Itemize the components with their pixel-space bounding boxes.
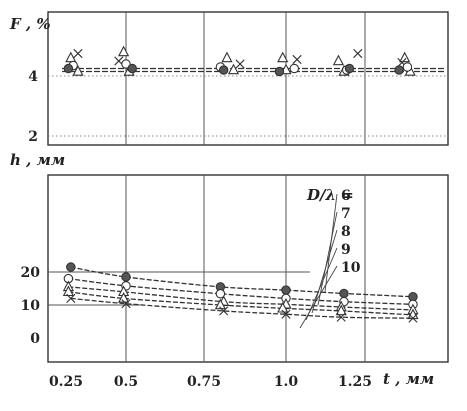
series-9-point (214, 298, 227, 310)
series-10-point (219, 306, 229, 316)
top-plot: 24 (28, 11, 449, 146)
top-point-cross (235, 59, 245, 69)
series-6-point (281, 285, 291, 295)
legend-label-10: 10 (341, 260, 361, 276)
bottom-x-tick-label: 1.0 (274, 374, 299, 390)
top-point-open-circle (121, 59, 131, 69)
top-point-filled-circle (127, 63, 137, 74)
top-point-triangle (72, 65, 84, 76)
series-10-point (121, 299, 131, 309)
series-10-point (336, 312, 346, 322)
top-y-tick-label: 2 (28, 129, 38, 145)
top-point-filled-circle (344, 63, 355, 74)
series-6-point (66, 262, 76, 272)
series-8-curve (68, 286, 413, 311)
top-point-filled-circle (218, 65, 229, 75)
top-point-cross (73, 48, 83, 59)
bottom-x-tick-label: 0.25 (49, 374, 83, 390)
bottom-y-tick-label: 10 (21, 298, 41, 314)
bottom-y-tick-label: 0 (30, 331, 40, 347)
legend-label-7: 7 (341, 206, 351, 222)
top-point-filled-circle (274, 66, 285, 77)
series-9-point (117, 292, 130, 303)
legend-label-9: 9 (341, 242, 351, 258)
top-point-triangle (221, 51, 233, 63)
top-y-axis-label: F , % (9, 15, 51, 33)
series-9-leader (305, 247, 338, 321)
top-point-triangle (332, 54, 345, 66)
top-point-triangle (117, 45, 130, 57)
series-10-point (408, 313, 418, 323)
series-7-point (215, 289, 226, 299)
bottom-x-axis-label: t , мм (383, 370, 434, 388)
series-9-point (335, 304, 347, 316)
series-8-leader (311, 229, 338, 314)
bottom-plot-frame (47, 174, 449, 363)
bottom-x-tick-label: 0.75 (187, 374, 221, 390)
top-point-filled-circle (63, 63, 74, 74)
top-plot-frame (47, 11, 449, 146)
series-10-point (281, 309, 291, 319)
top-point-cross (292, 54, 302, 65)
bottom-y-axis-label: h , мм (10, 151, 65, 169)
bottom-x-tick-label: 1.25 (338, 374, 372, 390)
top-point-triangle (399, 51, 411, 63)
series-6-point (339, 288, 349, 299)
legend-label-8: 8 (341, 224, 351, 240)
bottom-plot: 0 10 20 0.25 0.5 0.75 1.0 1.25 6 7 8 9 10 (21, 174, 449, 390)
top-point-open-circle (402, 62, 413, 72)
series-10-curve (70, 297, 413, 319)
top-point-triangle (277, 51, 289, 63)
series-7-leader (317, 211, 338, 306)
series-10-leader (299, 265, 338, 329)
legend-label-6: 6 (341, 188, 351, 204)
top-y-tick-label: 4 (28, 69, 38, 85)
legend-title: D/λ = (306, 186, 354, 204)
series-9-point (277, 301, 289, 313)
top-point-cross (353, 48, 363, 59)
series-9-curve (68, 291, 413, 316)
bottom-x-tick-label: 0.5 (114, 374, 138, 390)
series-10-point (66, 293, 76, 303)
top-point-filled-circle (394, 65, 404, 75)
bottom-y-tick-label: 20 (21, 265, 41, 281)
top-point-open-circle (289, 63, 300, 74)
top-point-triangle (227, 63, 240, 75)
series-6-point (121, 272, 131, 282)
